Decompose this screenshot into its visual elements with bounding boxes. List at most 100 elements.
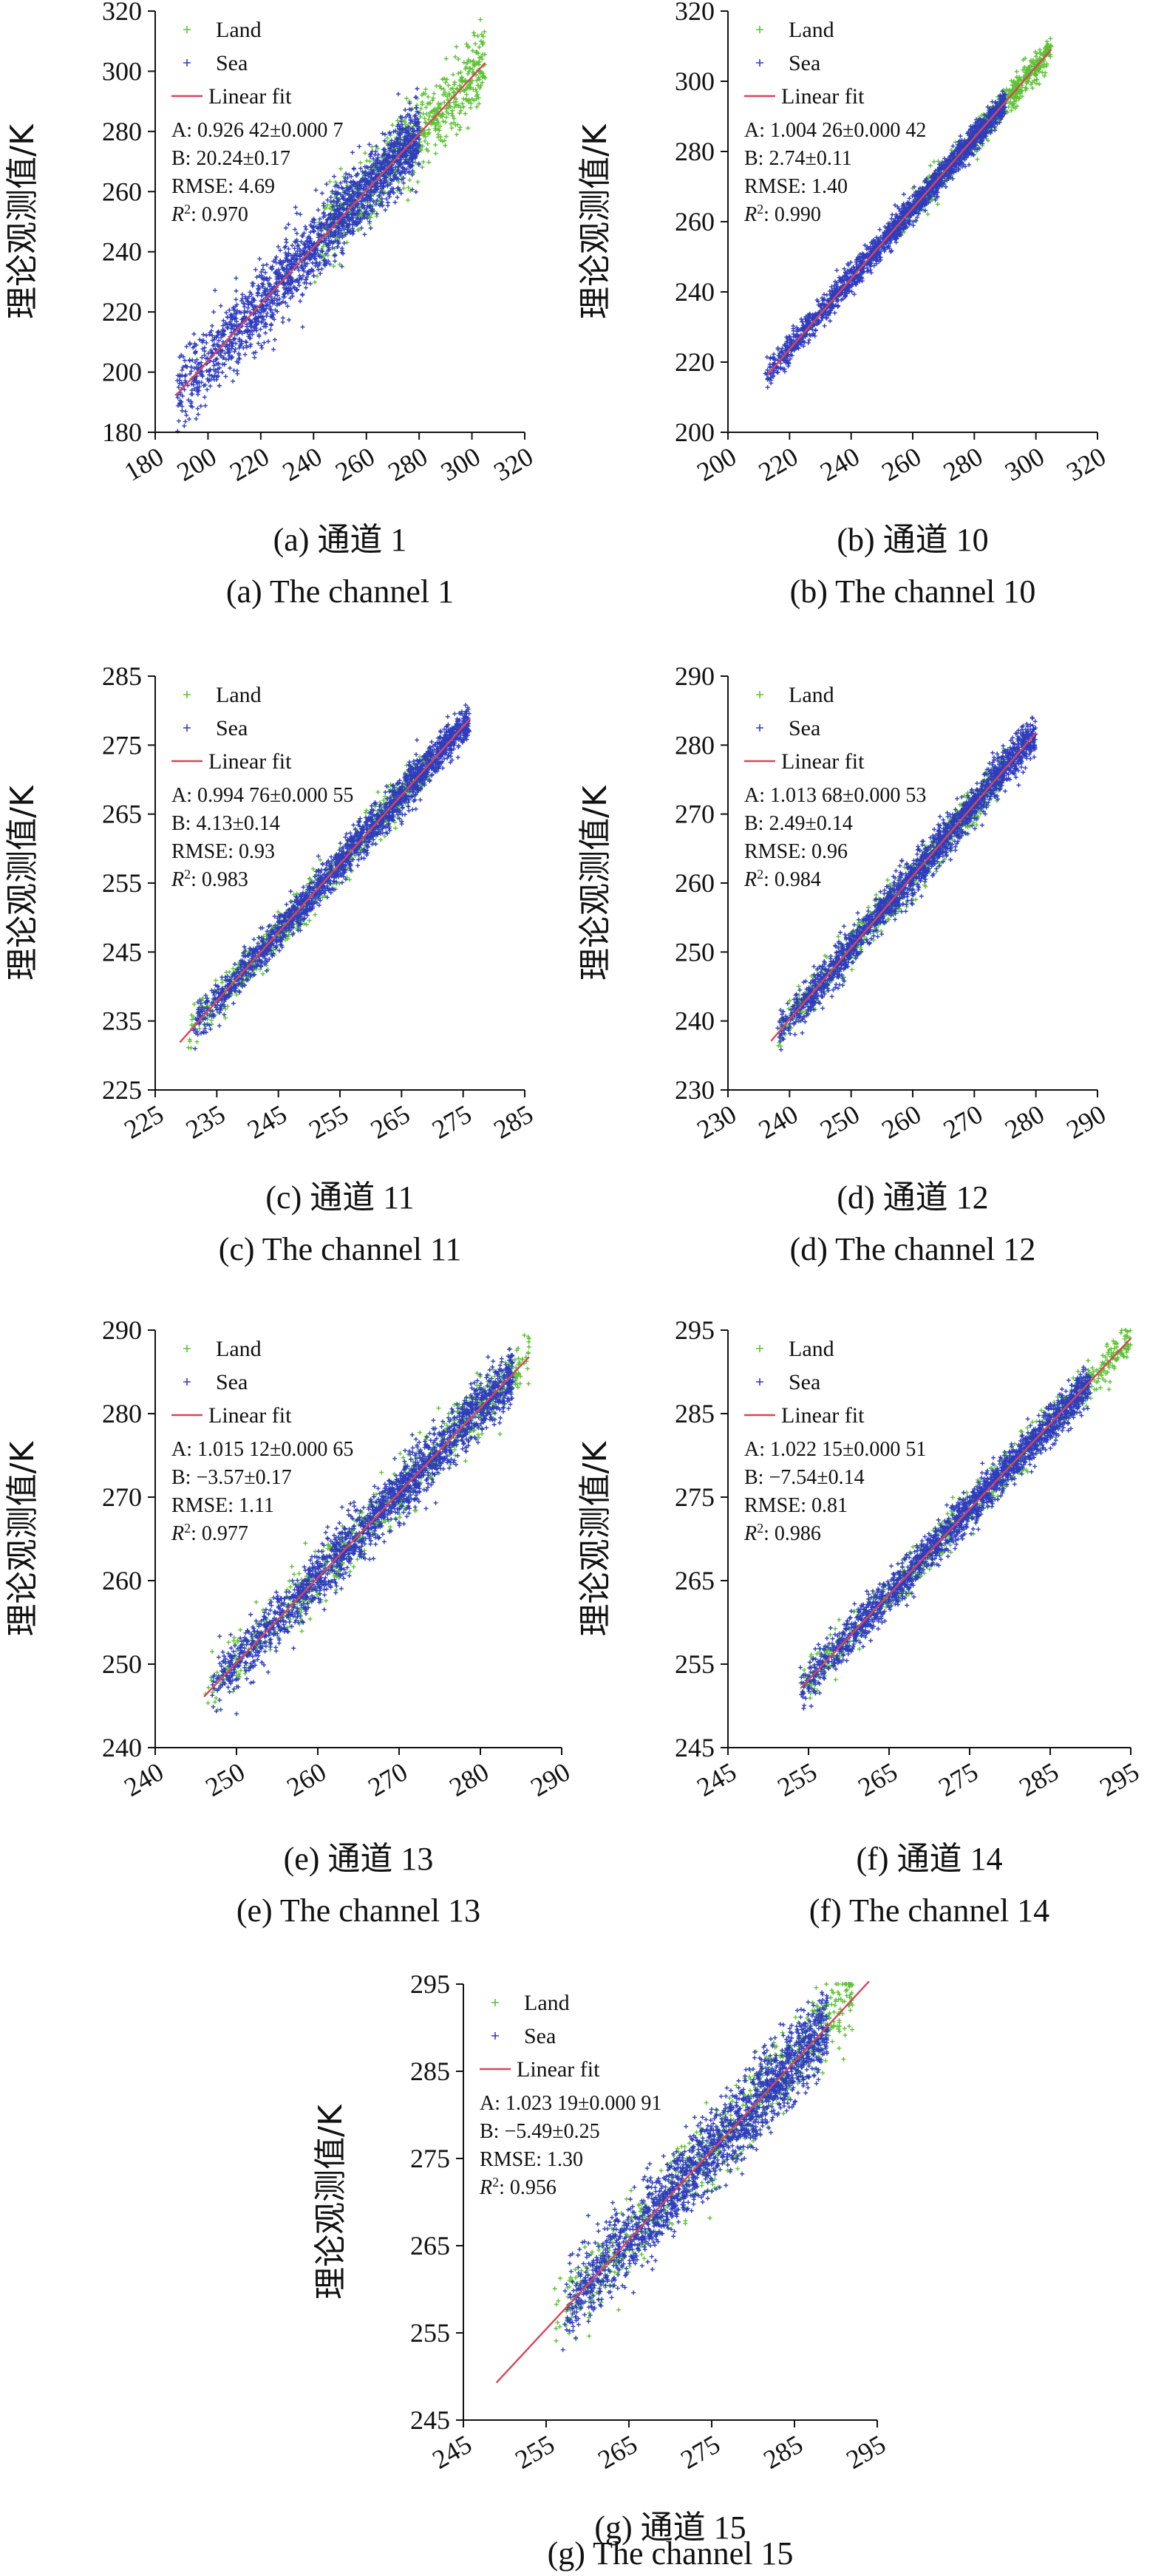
land-point (426, 127, 432, 132)
land-point (457, 111, 462, 116)
land-point (449, 121, 454, 126)
land-point (422, 116, 427, 121)
y-tick-label: 300 (102, 56, 142, 86)
land-point (423, 86, 428, 92)
land-point (450, 86, 455, 91)
land-point (453, 99, 458, 104)
land-point (477, 86, 483, 91)
land-point (458, 105, 463, 110)
land-point (413, 160, 418, 166)
land-point (426, 117, 432, 122)
y-tick-label: 220 (102, 297, 142, 327)
land-point (463, 67, 468, 72)
land-point (323, 205, 328, 211)
land-point (325, 202, 330, 208)
land-point (420, 165, 425, 170)
land-point (333, 180, 338, 185)
land-point (466, 71, 471, 76)
stat-rmse: RMSE: 4.69 (171, 175, 275, 198)
land-point (406, 185, 411, 190)
land-point (466, 84, 472, 89)
land-point (446, 83, 451, 88)
land-point (470, 67, 475, 72)
land-point (426, 132, 431, 137)
land-point (313, 279, 318, 284)
land-point (455, 103, 460, 109)
land-point (472, 98, 477, 103)
land-point (454, 132, 459, 137)
land-point (480, 57, 485, 62)
land-point (362, 151, 367, 156)
land-point (446, 98, 451, 103)
land-point (423, 134, 428, 140)
land-point (450, 113, 455, 118)
land-point (454, 44, 459, 50)
land-point (451, 72, 456, 77)
land-point (443, 134, 449, 139)
land-point (477, 17, 483, 22)
land-point (338, 166, 344, 171)
land-point (436, 120, 441, 126)
land-point (435, 126, 440, 132)
land-point (478, 54, 483, 59)
land-point (475, 33, 480, 38)
land-point (452, 116, 457, 121)
land-point (482, 52, 487, 57)
stat-r2: R2: 0.970 (171, 202, 248, 226)
land-point (427, 114, 432, 119)
land-point (474, 89, 479, 94)
land-point (476, 83, 481, 88)
land-point (480, 41, 486, 47)
land-point (395, 118, 401, 123)
land-point (423, 120, 428, 125)
land-point (432, 91, 437, 96)
land-point (443, 106, 449, 112)
land-point (464, 41, 469, 47)
land-point (415, 180, 421, 185)
land-point (476, 95, 481, 100)
land-point (455, 87, 460, 92)
land-point (367, 159, 372, 164)
land-point (477, 44, 482, 50)
y-tick-label: 240 (102, 237, 142, 267)
land-point (422, 138, 427, 143)
land-point (456, 57, 461, 62)
land-point (344, 240, 350, 245)
land-point (448, 104, 453, 109)
land-point (479, 32, 484, 37)
land-point (471, 30, 476, 35)
land-point (472, 62, 477, 67)
land-point (452, 100, 457, 105)
land-point (418, 106, 423, 112)
land-point (420, 92, 425, 98)
land-point (426, 95, 431, 100)
land-point (474, 104, 480, 109)
land-point (483, 75, 488, 81)
land-point (452, 82, 457, 87)
land-point (473, 41, 478, 47)
land-point (321, 244, 326, 249)
land-point (425, 141, 430, 146)
land-point (423, 105, 429, 110)
land-point (332, 246, 337, 251)
land-point (480, 71, 486, 76)
land-point (477, 101, 482, 106)
land-point (440, 139, 445, 144)
land-point (464, 92, 469, 97)
land-point (443, 56, 449, 61)
land-point (433, 151, 438, 156)
land-point (460, 101, 465, 106)
land-point (426, 160, 432, 165)
y-tick-label: 320 (102, 0, 142, 26)
stat-b: B: 20.24±0.17 (171, 147, 290, 170)
land-point (478, 38, 483, 44)
land-point (444, 77, 449, 82)
land-point (423, 91, 428, 96)
y-tick-label: 180 (102, 418, 142, 447)
y-tick-label: 280 (102, 117, 142, 146)
land-point (337, 262, 342, 267)
y-axis-label: 理论观测值/K (4, 123, 41, 319)
land-point (482, 29, 487, 34)
land-point (468, 105, 473, 110)
